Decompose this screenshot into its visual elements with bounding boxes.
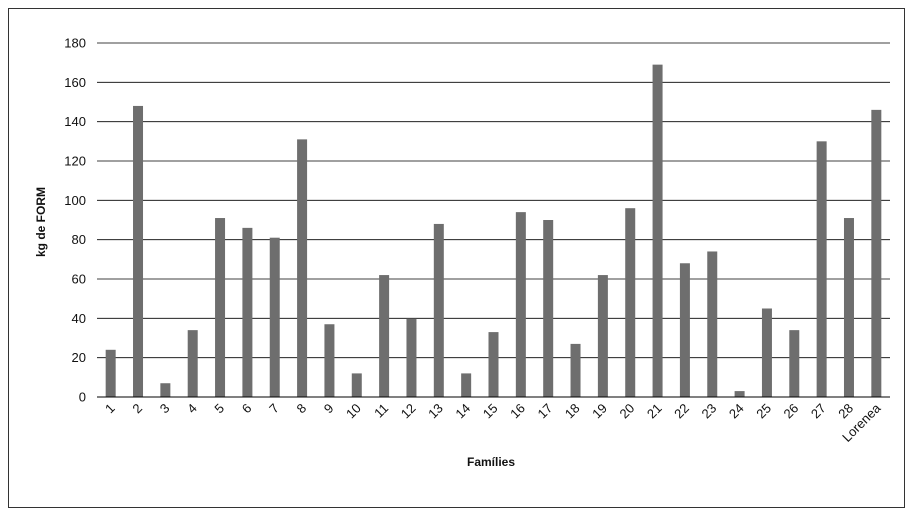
- x-tick-label: 16: [507, 401, 528, 422]
- x-tick-label: 22: [671, 401, 692, 422]
- x-tick-label: 25: [753, 401, 774, 422]
- bar-5: [215, 218, 226, 397]
- x-tick-label: 26: [781, 401, 802, 422]
- x-axis-title: Famílies: [467, 455, 515, 469]
- y-tick-label: 100: [64, 193, 86, 208]
- bar-15: [488, 332, 499, 397]
- y-tick-label: 160: [64, 75, 86, 90]
- bar-7: [269, 237, 280, 397]
- chart-frame: [8, 8, 905, 508]
- x-tick-label: 6: [239, 401, 255, 417]
- y-tick-label: 0: [79, 390, 86, 405]
- bar-14: [461, 373, 472, 397]
- x-tick-label: 7: [266, 401, 282, 417]
- bar-28: [843, 218, 854, 397]
- bar-13: [433, 223, 444, 397]
- x-tick-label: 3: [157, 401, 173, 417]
- x-tick-label: 15: [480, 401, 501, 422]
- bar-10: [351, 373, 362, 397]
- y-tick-label: 120: [64, 154, 86, 169]
- bar-1: [105, 349, 116, 397]
- x-tick-label: 14: [452, 401, 473, 422]
- x-tick-labels: 1 2 3 4 5 6 7 8 9 10 11 12 13 14 15 16 17 18 19 20 21 22 23 24 2…: [102, 400, 884, 445]
- bar-21: [652, 64, 663, 397]
- y-tick-label: 180: [64, 36, 86, 51]
- x-tick-label: 28: [835, 401, 856, 422]
- bar-9: [324, 324, 335, 397]
- y-axis-title: kg de FORM: [34, 187, 48, 257]
- y-tick-label: 20: [72, 350, 86, 365]
- bar-24: [734, 391, 745, 397]
- bar-17: [543, 220, 554, 397]
- gridlines: [97, 42, 890, 359]
- bar-6: [242, 227, 253, 397]
- x-tick-label: 20: [617, 401, 638, 422]
- bar-25: [761, 308, 772, 397]
- bar-4: [187, 330, 198, 397]
- x-tick-label: 12: [398, 401, 419, 422]
- x-tick-label: 13: [425, 401, 446, 422]
- bars: [105, 64, 882, 397]
- x-tick-label: 4: [184, 401, 200, 417]
- bar-16: [515, 212, 526, 397]
- x-tick-label: 27: [808, 401, 829, 422]
- y-tick-labels: 0 20 40 60 80 100 120 140 160 180: [64, 36, 86, 405]
- y-tick-label: 60: [72, 272, 86, 287]
- y-tick-label: 140: [64, 114, 86, 129]
- bar-18: [570, 343, 581, 397]
- bar-20: [625, 208, 636, 397]
- x-tick-label: 11: [371, 401, 391, 421]
- bar-19: [597, 275, 608, 397]
- x-tick-label: 1: [102, 401, 118, 417]
- bar-8: [297, 139, 308, 397]
- x-tick-label: 19: [589, 401, 610, 422]
- bar-23: [707, 251, 718, 397]
- bar-11: [379, 275, 390, 397]
- bar-lorenea: [871, 109, 882, 397]
- x-tick-label: 21: [644, 401, 665, 422]
- x-tick-label: 23: [699, 401, 720, 422]
- x-tick-label: 24: [726, 401, 747, 422]
- x-tick-label: 17: [534, 401, 555, 422]
- bar-2: [133, 105, 144, 397]
- x-tick-label: 18: [562, 401, 583, 422]
- x-tick-label: 8: [293, 401, 309, 417]
- x-tick-label: 10: [343, 401, 364, 422]
- y-tick-label: 80: [72, 232, 86, 247]
- bar-26: [789, 330, 800, 397]
- y-tick-label: 40: [72, 311, 86, 326]
- bar-27: [816, 141, 827, 397]
- bar-22: [679, 263, 690, 397]
- x-tick-label: 2: [129, 401, 145, 417]
- bar-12: [406, 318, 417, 397]
- bar-3: [160, 383, 171, 397]
- x-tick-label: 9: [321, 401, 337, 417]
- x-tick-label: 5: [211, 401, 227, 417]
